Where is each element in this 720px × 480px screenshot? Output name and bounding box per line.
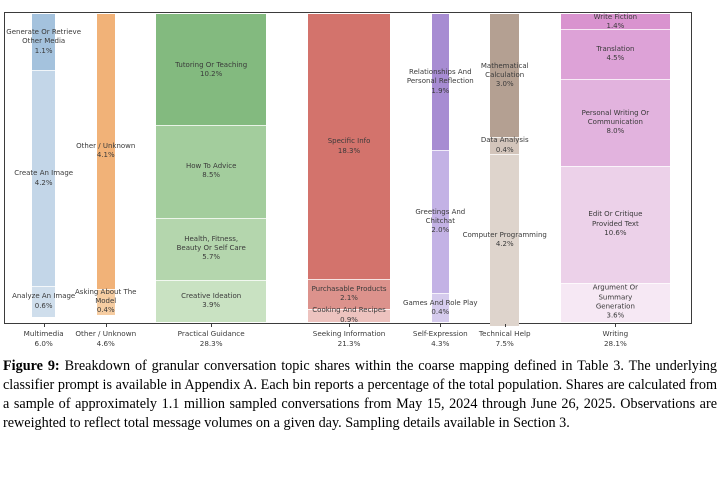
segment-cooking-and-recipes (307, 308, 391, 322)
x-axis-label-multimedia: Multimedia 6.0% (23, 329, 64, 349)
x-axis-tick-other-unknown (105, 324, 107, 327)
segment-specific-info (307, 14, 391, 279)
x-axis-tick-seeking-information (349, 324, 351, 327)
segment-creative-ideation (156, 279, 267, 322)
segment-tutoring-or-teaching (156, 14, 267, 125)
caption-label: Figure 9: (3, 358, 60, 374)
category-bar-other-unknown (96, 14, 115, 322)
segment-greetings-and-chitchat (431, 150, 449, 294)
segment-create-an-image (32, 70, 56, 287)
caption-body: Breakdown of granular conversation topic… (3, 358, 717, 431)
segment-mathematical-calculation (490, 14, 520, 138)
x-axis-label-self-expression: Self-Expression 4.3% (412, 329, 468, 349)
segment-argument-or-summary-generation (560, 282, 670, 322)
segment-other-unknown (96, 14, 115, 289)
x-axis-label-practical-guidance: Practical Guidance 28.3% (177, 329, 245, 349)
segment-analyze-an-image (32, 286, 56, 317)
x-axis-label-seeking-information: Seeking Information 21.3% (312, 329, 386, 349)
segment-asking-about-the-model (96, 288, 115, 316)
x-axis-tick-technical-help (504, 324, 506, 327)
segment-relationships-and-personal-reflection (431, 14, 449, 151)
segment-personal-writing-or-communication (560, 78, 670, 167)
category-bar-writing (560, 14, 670, 322)
segment-generate-or-retrieve-other-media (32, 14, 56, 71)
figure-caption: Figure 9: Breakdown of granular conversat… (3, 357, 717, 433)
x-axis-tick-writing (615, 324, 617, 327)
x-axis-label-writing: Writing 28.1% (602, 329, 629, 349)
segment-data-analysis (490, 137, 520, 154)
segment-how-to-advice (156, 125, 267, 218)
segment-games-and-role-play (431, 293, 449, 322)
segment-computer-programming (490, 153, 520, 327)
category-bar-seeking-information (307, 14, 391, 322)
segment-translation (560, 29, 670, 79)
x-axis-label-other-unknown: Other / Unknown 4.6% (75, 329, 137, 349)
segment-write-fiction (560, 14, 670, 30)
category-bar-technical-help (490, 14, 520, 327)
x-axis-tick-self-expression (440, 324, 442, 327)
segment-purchasable-products (307, 278, 391, 309)
category-bar-self-expression (431, 14, 449, 322)
x-axis-label-technical-help: Technical Help 7.5% (478, 329, 531, 349)
plot-frame: Generate Or Retrieve Other Media 1.1% Cre… (4, 12, 692, 348)
plot-area: Generate Or Retrieve Other Media 1.1% Cre… (5, 12, 691, 348)
segment-edit-or-critique-provided-text (560, 166, 670, 283)
topic-share-mekko-chart: Generate Or Retrieve Other Media 1.1% Cre… (4, 12, 692, 348)
category-bar-multimedia (32, 14, 56, 322)
x-axis-tick-practical-guidance (211, 324, 213, 327)
category-bar-practical-guidance (156, 14, 267, 322)
x-axis-tick-multimedia (43, 324, 45, 327)
segment-health-fitness-beauty-or-self-care (156, 217, 267, 280)
